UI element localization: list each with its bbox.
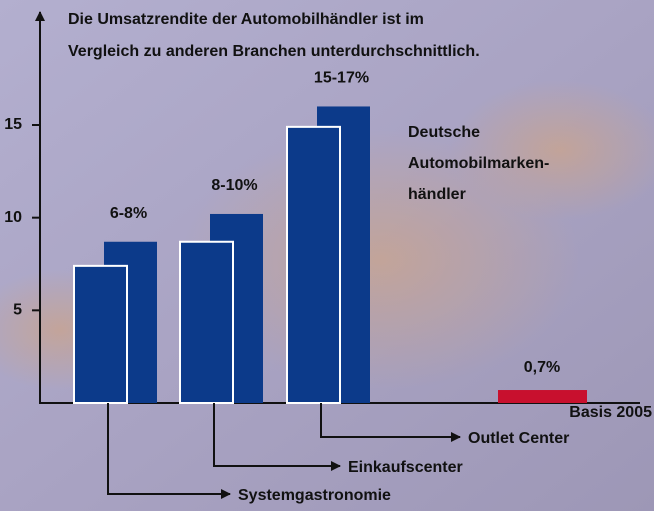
category-label: Outlet Center <box>468 430 569 447</box>
chart-title: Vergleich zu anderen Branchen unterdurch… <box>68 43 480 60</box>
highlight-label: händler <box>408 186 466 203</box>
bar-min <box>74 266 127 403</box>
category-label: Einkaufscenter <box>348 459 463 476</box>
range-label: 15-17% <box>314 70 369 87</box>
bar-min <box>287 127 340 403</box>
chart: Die Umsatzrendite der Automobilhändler i… <box>0 0 654 511</box>
highlight-label: Automobilmarken- <box>408 155 549 172</box>
y-tick-label: 15 <box>4 116 22 133</box>
basis-label: Basis 2005 <box>569 404 652 421</box>
bar-min <box>180 242 233 403</box>
value-label: 0,7% <box>524 359 560 376</box>
highlight-label: Deutsche <box>408 124 480 141</box>
chart-title: Die Umsatzrendite der Automobilhändler i… <box>68 11 424 28</box>
range-label: 8-10% <box>211 177 257 194</box>
y-tick-label: 5 <box>13 302 22 319</box>
range-label: 6-8% <box>110 205 147 222</box>
highlight-bar <box>498 390 587 403</box>
category-label: Systemgastronomie <box>238 487 391 504</box>
y-tick-label: 10 <box>4 209 22 226</box>
